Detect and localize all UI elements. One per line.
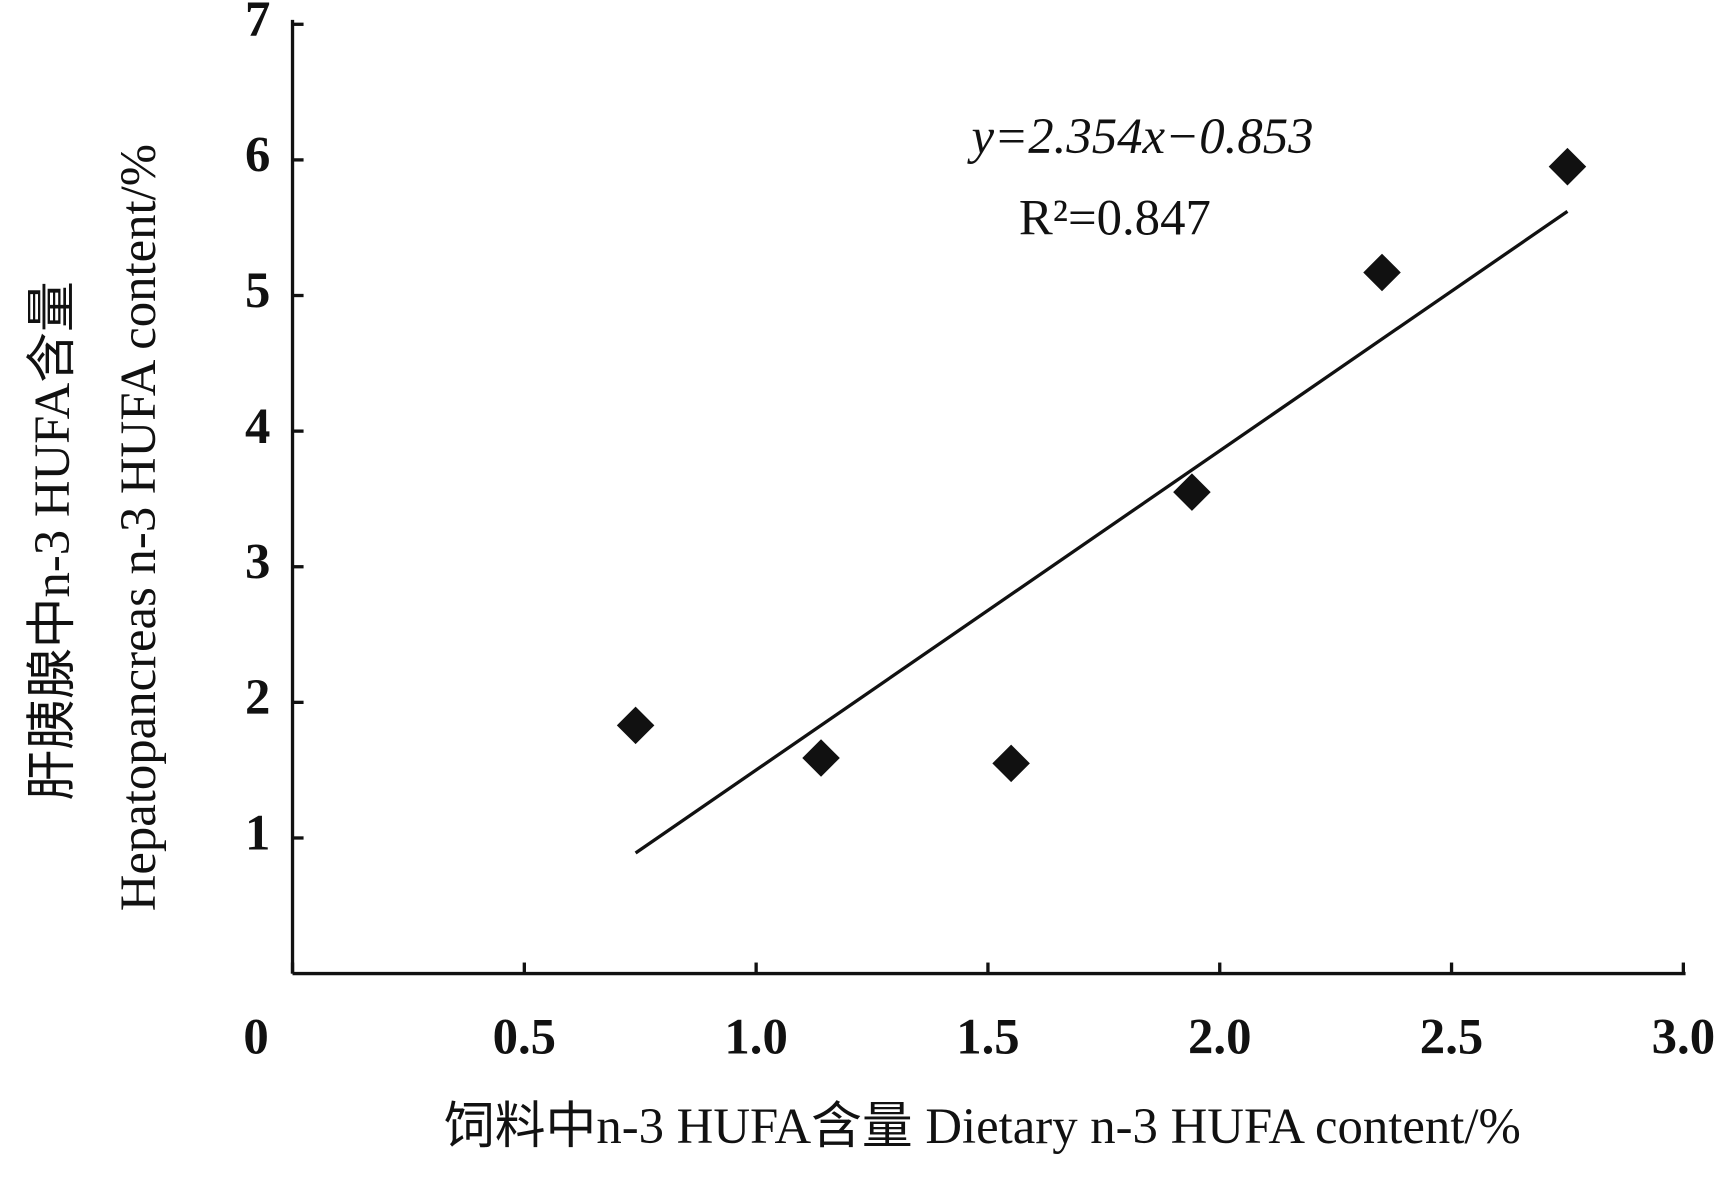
y-tick-label: 6 <box>245 127 270 183</box>
y-tick-label: 7 <box>245 0 270 47</box>
x-tick-label: 0 <box>243 1009 268 1065</box>
y-axis-title: 肝胰腺中n-3 HUFA含量 <box>24 281 80 800</box>
y-tick-label: 5 <box>245 262 270 318</box>
y-tick-label: 3 <box>245 533 270 589</box>
y-tick-label: 4 <box>245 398 270 454</box>
data-point <box>616 706 655 745</box>
x-tick-label: 0.5 <box>493 1009 556 1065</box>
x-tick-label: 3.0 <box>1652 1009 1715 1065</box>
data-point <box>1363 253 1401 292</box>
x-tick-label: 1.0 <box>724 1009 787 1065</box>
x-axis-title: 饲料中n-3 HUFA含量 Dietary n-3 HUFA content/% <box>444 1098 1521 1154</box>
x-tick-label: 2.0 <box>1188 1009 1251 1065</box>
r-squared: R²=0.847 <box>1019 190 1211 246</box>
data-point <box>802 739 840 777</box>
x-tick-label: 1.5 <box>956 1009 1019 1065</box>
x-tick-label: 2.5 <box>1420 1009 1483 1065</box>
y-tick-label: 1 <box>245 805 270 861</box>
data-point <box>1173 473 1211 511</box>
y-tick-label: 2 <box>245 669 270 725</box>
equation: y=2.354x−0.853 <box>966 108 1313 164</box>
data-point <box>992 744 1030 783</box>
trendline <box>634 210 1569 855</box>
data-point <box>1548 147 1587 186</box>
y-axis-title: Hepatopancreas n-3 HUFA content/% <box>110 144 166 911</box>
